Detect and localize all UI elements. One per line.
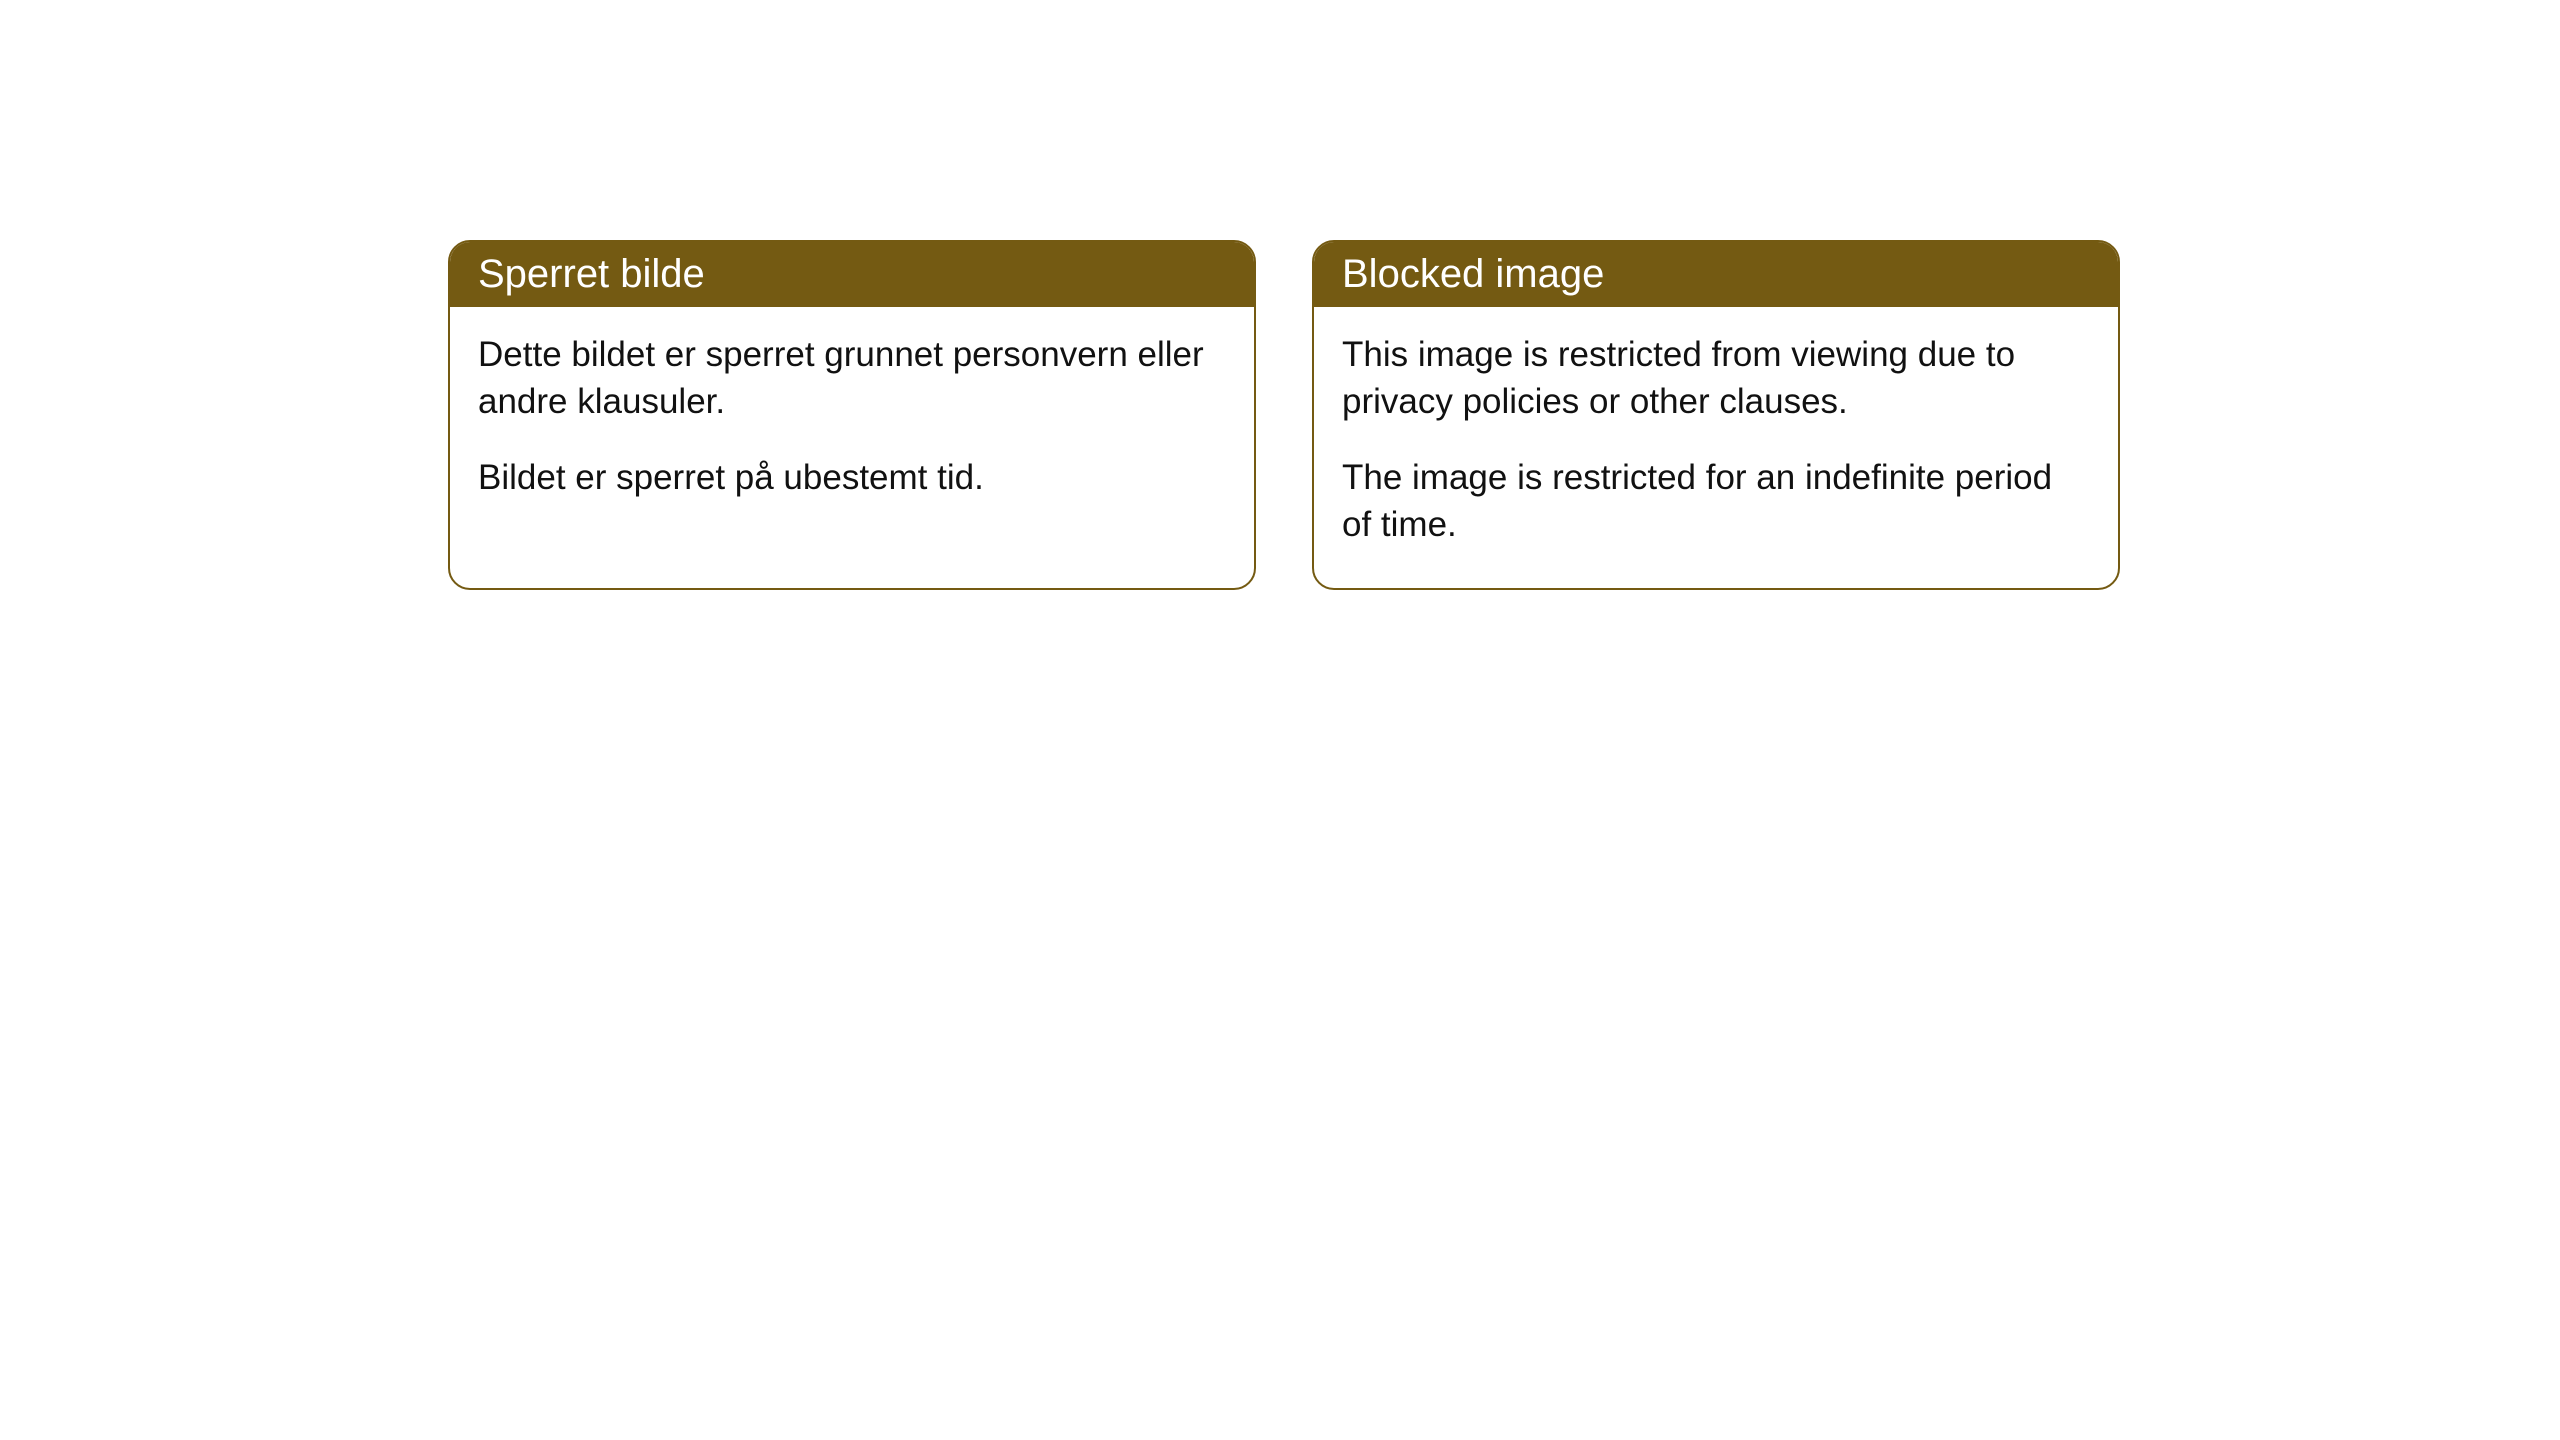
notice-cards-container: Sperret bilde Dette bildet er sperret gr…	[448, 240, 2560, 590]
card-body: This image is restricted from viewing du…	[1314, 307, 2118, 588]
notice-card-norwegian: Sperret bilde Dette bildet er sperret gr…	[448, 240, 1256, 590]
card-body: Dette bildet er sperret grunnet personve…	[450, 307, 1254, 541]
card-paragraph: The image is restricted for an indefinit…	[1342, 454, 2090, 549]
card-header: Blocked image	[1314, 242, 2118, 307]
card-paragraph: This image is restricted from viewing du…	[1342, 331, 2090, 426]
card-title: Sperret bilde	[478, 252, 705, 296]
notice-card-english: Blocked image This image is restricted f…	[1312, 240, 2120, 590]
card-paragraph: Dette bildet er sperret grunnet personve…	[478, 331, 1226, 426]
card-header: Sperret bilde	[450, 242, 1254, 307]
card-title: Blocked image	[1342, 252, 1604, 296]
card-paragraph: Bildet er sperret på ubestemt tid.	[478, 454, 1226, 501]
